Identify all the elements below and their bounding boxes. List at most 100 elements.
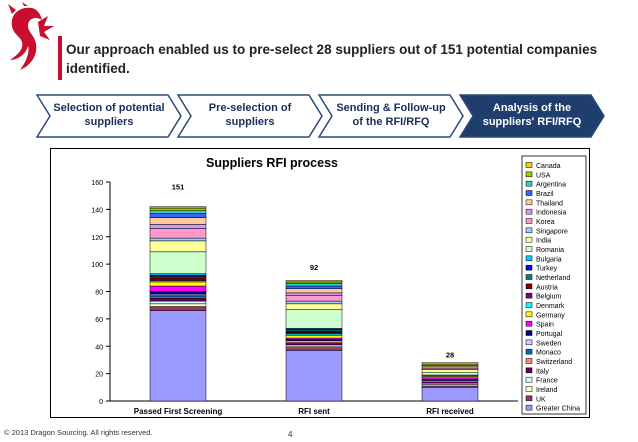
bar-segment [149,298,207,302]
x-tick-label: RFI received [426,407,474,416]
bar-segment [285,280,343,283]
legend-swatch [525,320,533,327]
legend-label: Singapore [536,228,568,235]
legend-swatch [525,255,533,262]
legend-swatch [525,339,533,346]
y-tick-label: 80 [95,290,103,297]
legend-label: Turkey [536,266,558,273]
bar-segment [421,362,479,365]
legend-label: Bulgaria [536,256,562,263]
legend-label: Switzerland [536,359,572,366]
bar-segment [285,285,343,290]
process-step-selection: Selection of potential suppliers [36,94,182,138]
bar-total-label: 28 [446,351,454,360]
process-step-label: Pre-selection of suppliers [208,102,292,128]
bar-segment [285,300,343,305]
legend-swatch [525,246,533,252]
legend-label: Italy [536,368,549,375]
chevron-shape [318,94,464,138]
legend-label: Canada [536,163,561,170]
legend-label: India [536,238,551,245]
legend-swatch [525,386,533,392]
legend-swatch [525,180,533,187]
legend-swatch [525,283,533,290]
legend-swatch [525,348,533,355]
legend-label: Indonesia [536,210,566,217]
legend-swatch [525,404,533,411]
legend-label: Monaco [536,350,561,357]
legend-swatch [525,330,533,336]
legend-label: UK [536,396,546,403]
legend-swatch [525,311,533,318]
bar-segment [421,372,479,376]
dragon-logo-icon [8,2,54,70]
legend-label: Denmark [536,303,565,310]
legend-label: Argentina [536,182,566,189]
process-step-analysis: Analysis of the suppliers' RFI/RFQ [459,94,605,138]
bar-total-label: 151 [172,182,185,191]
bar-segment [421,369,479,373]
legend-swatch [525,376,533,383]
legend-label: Korea [536,219,555,226]
bar-segment [285,309,343,329]
bar-segment [285,283,343,287]
legend-swatch [525,367,533,374]
bar-segment [285,347,343,351]
process-step-label: Sending & Follow-up of the RFI/RFQ [336,102,446,128]
legend-swatch [525,199,533,206]
legend-label: Greater China [536,406,580,413]
title-accent-bar [58,36,62,80]
copyright-footer: © 2013 Dragon Sourcing. All rights reser… [4,428,153,437]
process-chevrons: Selection of potential suppliers Pre-sel… [36,94,606,138]
bar-segment [149,300,207,305]
bar-segment [285,292,343,296]
y-tick-label: 120 [91,235,103,242]
bar-segment [149,237,207,242]
bar-segment [149,206,207,209]
legend-label: Portugal [536,331,563,338]
bar-segment [149,291,207,295]
bar-segment [285,335,343,339]
legend-swatch [525,171,533,178]
bar-segment [421,387,479,402]
chart-title: Suppliers RFI process [206,156,338,170]
x-tick-label: RFI sent [298,407,330,416]
bar-segment [285,350,343,402]
legend-swatch [525,264,533,271]
legend-label: Germany [536,312,565,319]
legend-label: Austria [536,284,558,291]
bar-segment [149,217,207,225]
bar-segment [149,240,207,253]
bar-segment [149,306,207,311]
process-step-preselection: Pre-selection of suppliers [177,94,323,138]
bar-segment [149,228,207,239]
bar-segment [149,251,207,274]
bar-segment [149,213,207,218]
legend-label: Netherland [536,275,570,282]
legend-label: France [536,378,558,385]
bar-segment [149,285,207,292]
y-tick-label: 140 [91,207,103,214]
legend-swatch [525,190,533,196]
legend-swatch [525,302,533,308]
y-tick-label: 40 [95,344,103,351]
legend-label: Spain [536,322,554,329]
legend-swatch [525,292,533,299]
x-tick-label: Passed First Screening [134,407,223,416]
legend-label: Belgium [536,294,561,301]
legend-swatch [525,236,533,243]
legend-box [521,155,587,415]
y-tick-label: 60 [95,317,103,324]
legend-swatch [525,218,533,224]
chevron-shape [177,94,323,138]
legend-label: Brazil [536,191,554,198]
legend-label: USA [536,172,551,179]
legend-swatch [525,395,533,402]
process-step-label: Analysis of the suppliers' RFI/RFQ [482,102,582,128]
bar-segment [149,310,207,402]
chevron-shape [36,94,182,138]
process-step-followup: Sending & Follow-up of the RFI/RFQ [318,94,464,138]
bar-segment [149,210,207,214]
y-tick-label: 100 [91,262,103,269]
bar-segment [285,295,343,302]
